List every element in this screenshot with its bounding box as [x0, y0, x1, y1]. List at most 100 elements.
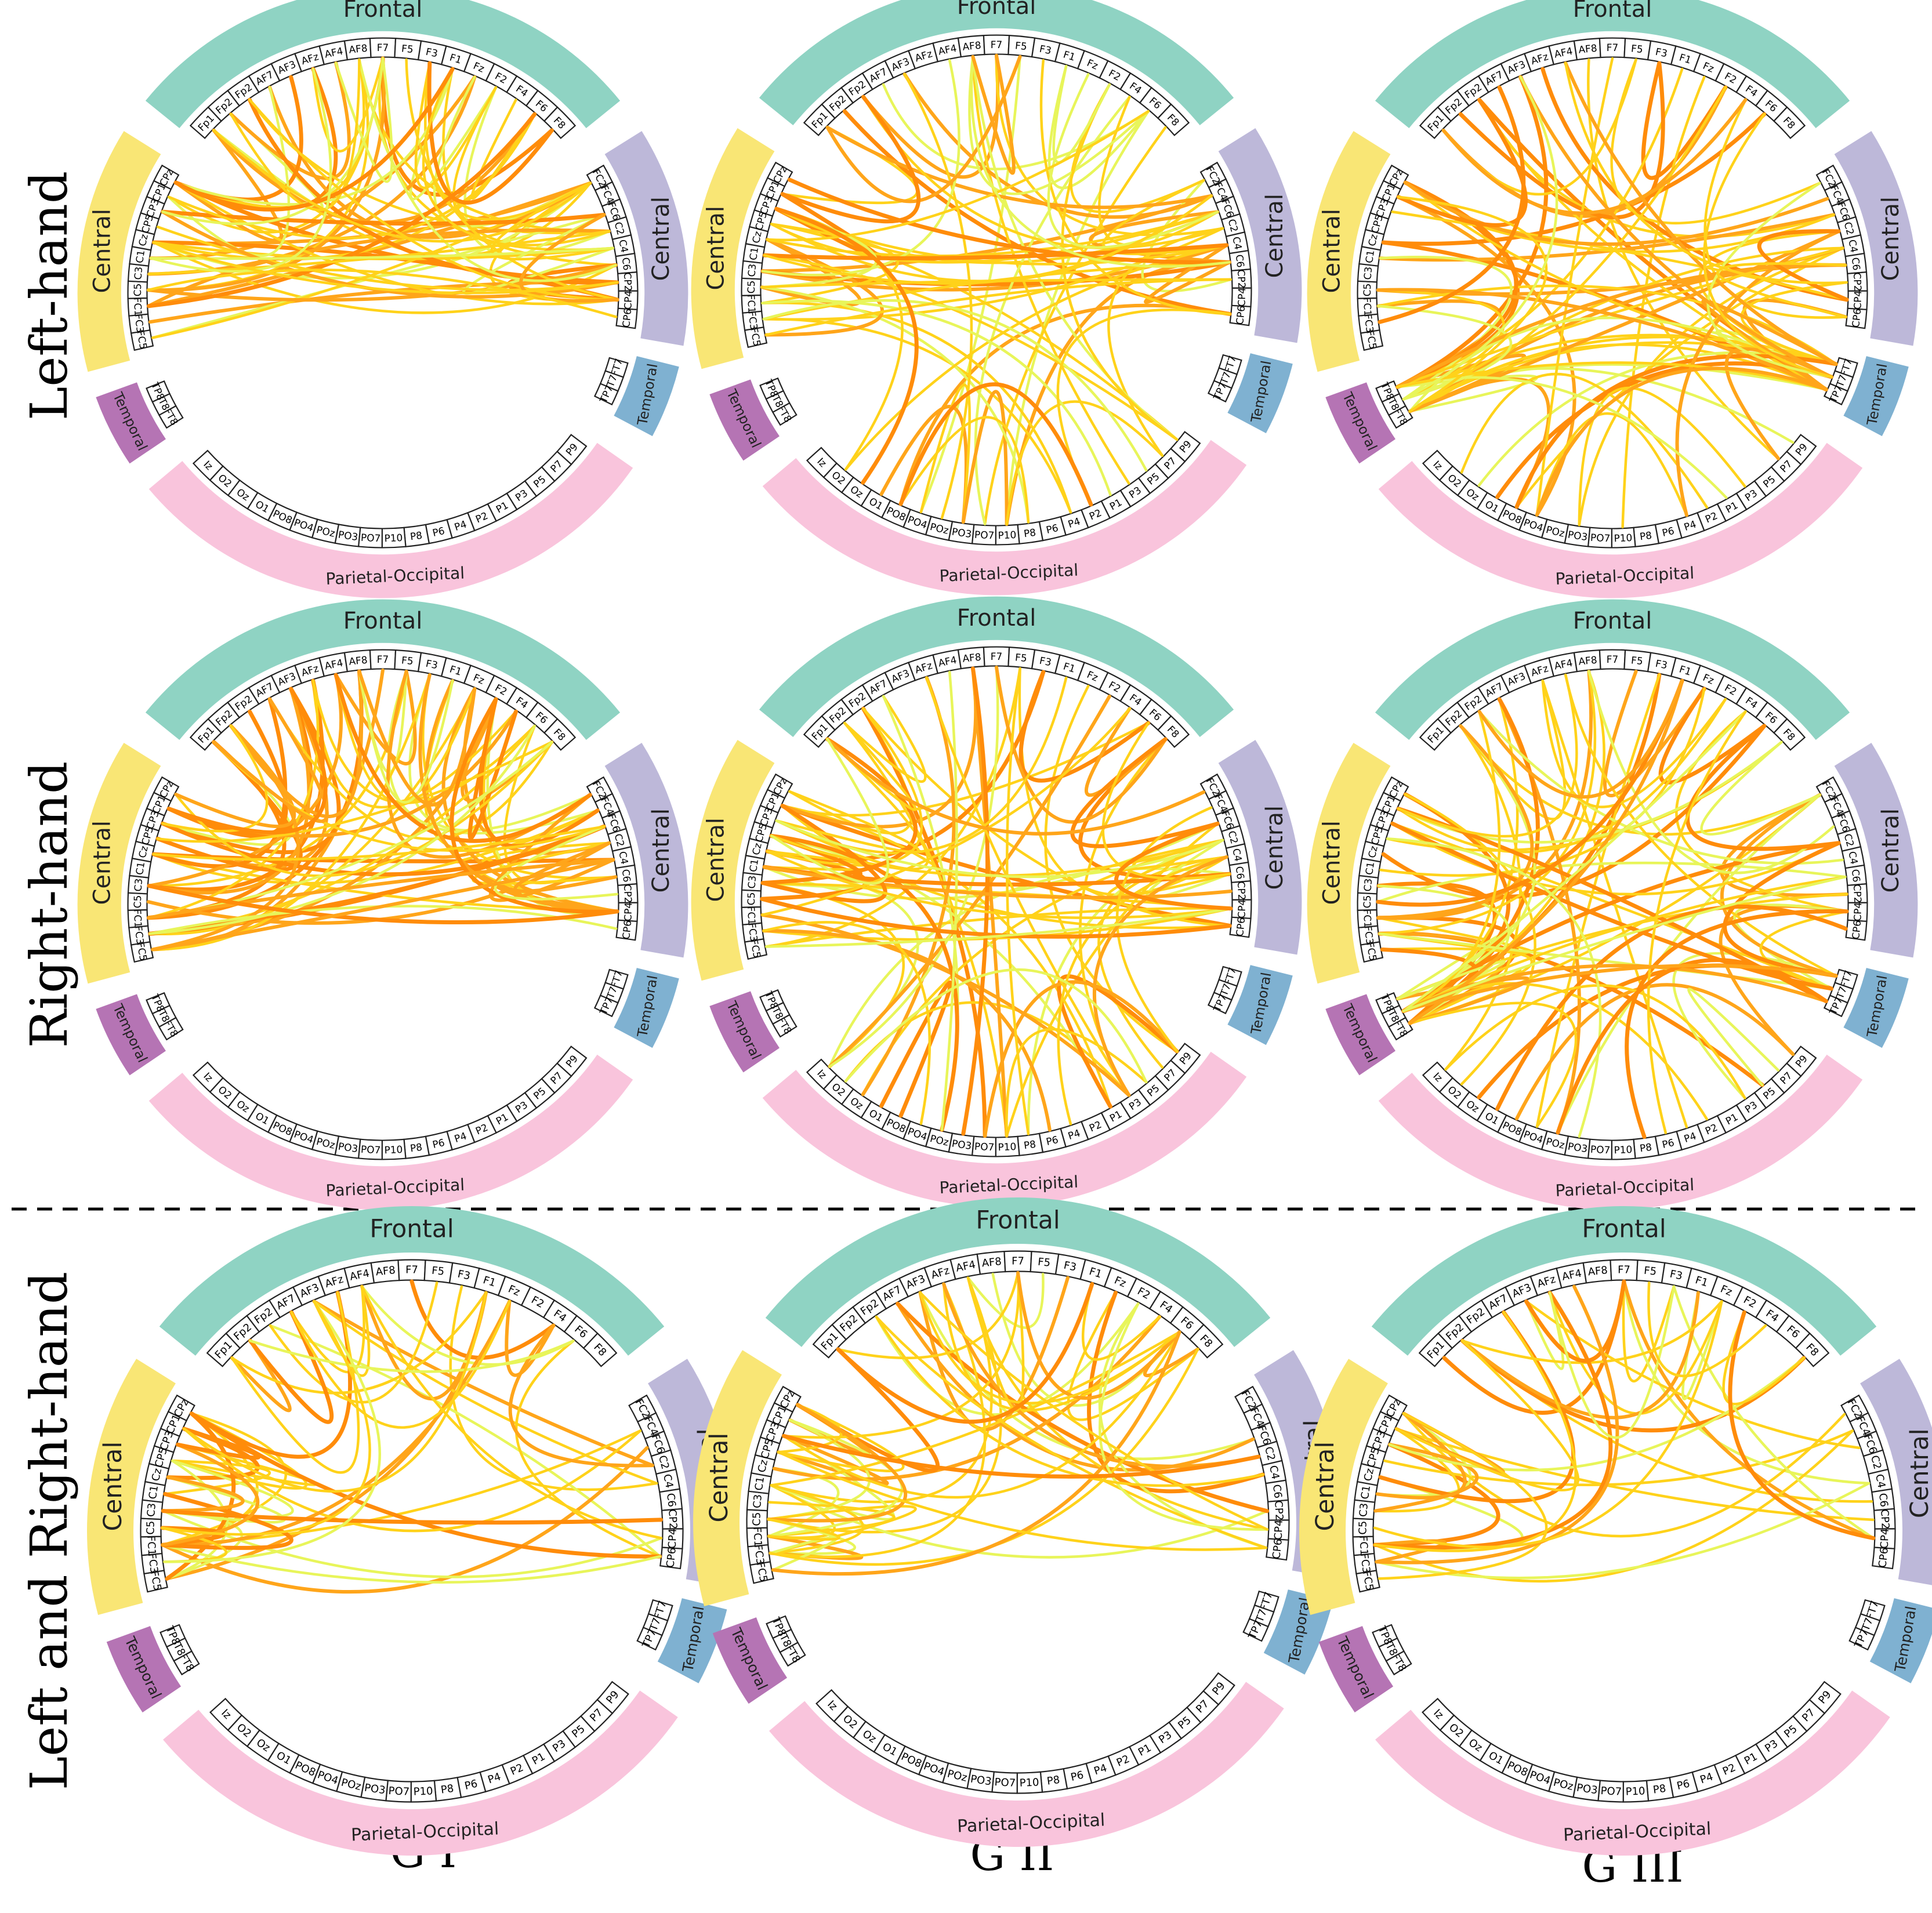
- connection-chord: [1061, 83, 1179, 441]
- connection-chord: [918, 1276, 1070, 1431]
- channel-label: FC1: [745, 906, 758, 925]
- channel-label: C3: [1361, 266, 1374, 280]
- channel-label: P10: [1614, 1144, 1633, 1156]
- channel-label: F3: [1655, 46, 1669, 60]
- connection-chord: [152, 825, 606, 861]
- connection-chord: [782, 1331, 1181, 1499]
- connection-chord: [1057, 855, 1228, 1126]
- connection-chord: [1395, 263, 1847, 389]
- connection-chord: [765, 278, 1233, 336]
- channel-label: P6: [1045, 1134, 1060, 1148]
- channel-label: P8: [1023, 1138, 1036, 1152]
- connection-chord: [1720, 793, 1848, 897]
- connection-chord: [825, 737, 1206, 836]
- connection-chord: [769, 833, 959, 1132]
- channel-box: [615, 919, 638, 941]
- channel-label: F5: [1014, 651, 1027, 664]
- connection-chord: [1397, 698, 1727, 854]
- channel-label: Cz: [150, 1467, 164, 1482]
- channel-label: CP6: [1270, 1538, 1284, 1560]
- region-label-central_right: Central: [648, 197, 675, 281]
- channel-label: C3: [145, 1502, 158, 1518]
- connection-chord: [781, 666, 978, 829]
- connection-chord: [968, 55, 1150, 195]
- channel-label: P10: [1614, 532, 1633, 544]
- channel-box: [582, 1332, 618, 1367]
- channel-box: [766, 161, 793, 187]
- channel-label: C3: [751, 1494, 764, 1509]
- region-label-central_left: Central: [89, 821, 116, 905]
- connection-chord: [971, 53, 1016, 175]
- channel-label: Cz: [136, 233, 150, 248]
- connection-chord: [825, 125, 1213, 209]
- channel-label: FC3: [1362, 925, 1376, 945]
- connection-chord: [183, 1291, 488, 1493]
- channel-label: C1: [1363, 861, 1376, 876]
- channel-box: [1229, 916, 1252, 938]
- channel-label: F5: [1014, 39, 1027, 52]
- connection-chord: [1115, 806, 1213, 1053]
- channel-label: CP6: [1850, 920, 1863, 940]
- channel-label: FC1: [1361, 909, 1374, 928]
- channel-label: PO3: [1567, 528, 1589, 543]
- channel-label: FC3: [146, 1553, 160, 1574]
- connection-chord: [770, 1484, 1268, 1559]
- channel-label: F7: [991, 651, 1002, 662]
- connection-chord: [1100, 838, 1228, 873]
- region-band-central_right: [604, 131, 688, 346]
- channel-label: FC1: [1357, 1536, 1370, 1556]
- region-label-frontal: Frontal: [1573, 0, 1652, 23]
- connection-chord: [767, 1403, 908, 1523]
- channel-label: F3: [1039, 655, 1053, 669]
- region-label-central_left: Central: [703, 206, 730, 290]
- channel-label: C6: [664, 1493, 678, 1508]
- connection-chord: [513, 841, 618, 893]
- region-band-central_right: [1834, 743, 1918, 958]
- connection-chord: [1647, 710, 1747, 1134]
- channel-label: C4: [1846, 238, 1860, 253]
- region-band-parietal: [769, 1682, 1284, 1847]
- channel-label: P6: [432, 525, 446, 539]
- region-band-central_right: [1834, 131, 1918, 346]
- channel-label: FC3: [746, 922, 760, 942]
- connection-chord: [1373, 1443, 1479, 1513]
- channel-label: F3: [425, 658, 439, 671]
- channel-label: F5: [401, 654, 414, 667]
- region-label-frontal: Frontal: [343, 608, 423, 634]
- channel-box: [1772, 106, 1806, 139]
- channel-label: P10: [384, 532, 403, 544]
- channel-label: C6: [1234, 866, 1247, 880]
- channel-label: C5: [751, 1512, 763, 1526]
- connection-chord: [161, 1543, 661, 1584]
- channel-label: C5: [1357, 1521, 1369, 1535]
- region-band-temporal_right: [614, 356, 679, 437]
- channel-label: CP6: [620, 920, 633, 940]
- connection-chord: [1391, 822, 1833, 990]
- connection-chord: [879, 980, 953, 1118]
- channel-label: CP6: [664, 1547, 678, 1569]
- channel-label: P6: [463, 1777, 479, 1792]
- channel-label: C3: [132, 266, 144, 280]
- connection-chord: [1672, 1285, 1875, 1540]
- connection-chord: [1373, 1476, 1524, 1550]
- channel-box: [1422, 1697, 1455, 1731]
- connection-chord: [762, 243, 1229, 260]
- channel-label: CP4: [622, 291, 634, 310]
- channel-label: PO7: [1590, 532, 1611, 545]
- connection-chord: [1377, 304, 1513, 401]
- channel-label: PO3: [338, 528, 359, 543]
- connection-chord: [761, 707, 1131, 917]
- connection-chord: [1386, 837, 1602, 1138]
- channel-label: CP2: [622, 884, 634, 903]
- channel-label: FC1: [132, 297, 144, 316]
- channel-label: CP2: [1851, 272, 1864, 292]
- channel-label: CP6: [1234, 305, 1247, 325]
- channel-label: AF8: [1587, 1264, 1608, 1278]
- channel-label: Cz: [1366, 233, 1380, 248]
- channel-label: Cz: [750, 842, 764, 856]
- connection-chord: [147, 858, 615, 920]
- channel-label: P10: [384, 1144, 403, 1156]
- channel-label: P8: [440, 1783, 455, 1796]
- channel-label: PO7: [974, 529, 995, 542]
